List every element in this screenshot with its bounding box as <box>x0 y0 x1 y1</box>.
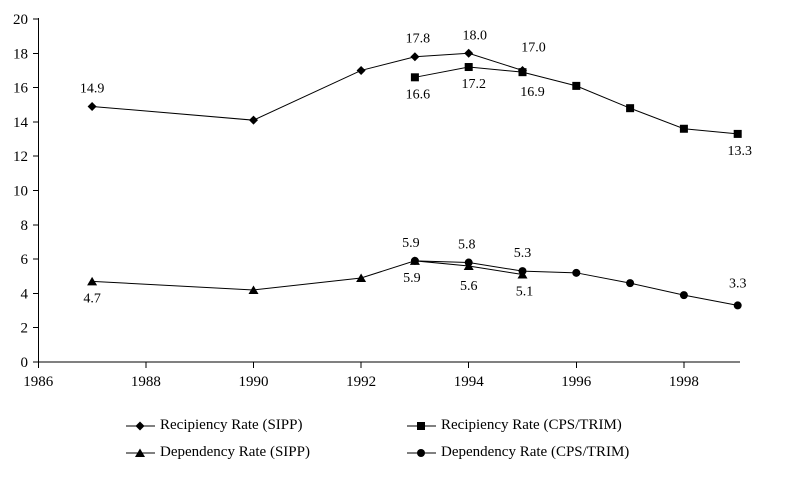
data-point-label: 17.0 <box>521 40 546 55</box>
data-point-label: 5.8 <box>458 238 476 253</box>
y-tick-label: 16 <box>13 81 29 97</box>
diamond-marker <box>356 65 366 75</box>
series-line-2 <box>92 260 523 291</box>
y-tick-label: 8 <box>21 218 29 234</box>
circle-marker <box>518 267 527 276</box>
data-point-label: 5.9 <box>403 271 421 286</box>
triangle-marker <box>356 273 367 282</box>
square-marker <box>518 68 527 77</box>
y-tick-label: 6 <box>21 252 29 268</box>
data-point-label: 5.1 <box>516 285 534 300</box>
y-tick-label: 4 <box>21 286 29 302</box>
x-tick-label: 1994 <box>454 374 485 390</box>
square-marker <box>626 104 635 113</box>
y-tick-label: 10 <box>13 184 28 200</box>
square-marker <box>464 63 473 72</box>
square-marker <box>679 124 688 133</box>
y-tick-label: 12 <box>13 149 28 165</box>
y-tick-label: 20 <box>13 12 28 28</box>
data-point-label: 5.6 <box>460 279 478 294</box>
circle-marker <box>733 301 742 310</box>
data-point-label: 5.3 <box>514 246 532 261</box>
y-tick-label: 18 <box>13 46 28 62</box>
data-point-label: 5.9 <box>402 236 420 251</box>
circle-marker <box>626 279 635 288</box>
data-point-label: 13.3 <box>727 144 752 159</box>
x-tick-label: 1990 <box>239 374 269 390</box>
y-tick-label: 2 <box>21 321 29 337</box>
data-point-label: 18.0 <box>462 28 487 43</box>
y-tick-label: 14 <box>13 115 29 131</box>
data-point-label: 4.7 <box>83 291 101 306</box>
x-tick-label: 1986 <box>23 374 54 390</box>
diamond-marker <box>410 52 420 62</box>
circle-marker <box>572 268 581 277</box>
circle-marker <box>410 256 419 265</box>
x-tick-label: 1992 <box>346 374 376 390</box>
y-tick-label: 0 <box>21 355 29 371</box>
x-tick-label: 1988 <box>131 374 161 390</box>
circle-marker <box>679 291 688 300</box>
data-point-label: 17.2 <box>461 77 486 92</box>
diamond-marker <box>464 48 474 58</box>
square-marker <box>410 73 419 82</box>
series-line-0 <box>92 52 523 121</box>
triangle-marker <box>248 285 259 294</box>
triangle-marker <box>87 276 98 286</box>
data-point-label: 16.6 <box>406 87 431 102</box>
square-marker <box>733 129 742 138</box>
circle-marker <box>464 258 473 267</box>
data-point-label: 3.3 <box>729 276 747 291</box>
data-point-label: 14.9 <box>80 81 105 96</box>
x-tick-label: 1998 <box>669 374 699 390</box>
diamond-marker <box>249 115 258 125</box>
data-point-label: 17.8 <box>406 32 431 47</box>
x-tick-label: 1996 <box>561 374 592 390</box>
diamond-marker <box>87 101 97 111</box>
data-point-label: 16.9 <box>520 85 545 100</box>
square-marker <box>572 81 581 90</box>
